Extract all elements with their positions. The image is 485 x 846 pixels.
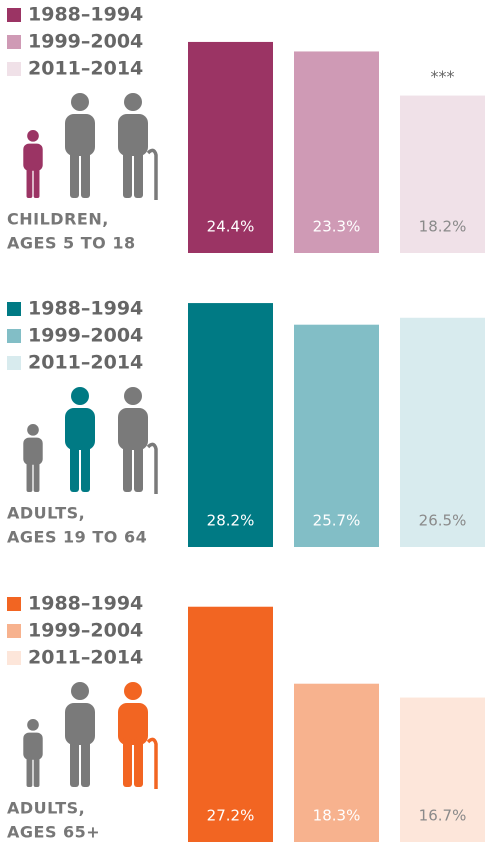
icon-cane	[146, 442, 158, 494]
group-label: ADULTS,	[7, 504, 85, 523]
icon-leg	[134, 148, 143, 198]
legend-swatch	[7, 302, 21, 316]
bar	[294, 324, 379, 547]
icon-body	[118, 703, 148, 745]
legend-label: 1988–1994	[28, 298, 143, 320]
icons	[23, 682, 158, 789]
icon-body	[118, 114, 148, 156]
icon-head	[71, 387, 89, 405]
bar	[188, 41, 273, 253]
legend-swatch	[7, 8, 21, 22]
icon-leg	[26, 754, 33, 787]
legend-swatch	[7, 35, 21, 49]
icon-leg	[81, 442, 90, 492]
bar	[294, 51, 379, 253]
icon-body	[118, 408, 148, 450]
value-label: 16.7%	[419, 807, 467, 825]
icon-head	[124, 682, 142, 700]
legend-label: 2011–2014	[28, 58, 143, 80]
bar	[400, 317, 485, 547]
icon-leg	[70, 737, 79, 787]
panel: 1988–1994 1999–2004 2011–2014 ADULTS, AGES 6…	[7, 593, 485, 842]
group-label: CHILDREN,	[7, 210, 109, 229]
icon-body	[23, 143, 43, 171]
bar	[188, 606, 273, 842]
icon-leg	[134, 442, 143, 492]
icon-head	[27, 719, 39, 731]
panel: 1988–1994 1999–2004 2011–2014 ADULTS, AGES 1…	[7, 298, 485, 547]
value-label: 23.3%	[313, 218, 361, 236]
icon-body	[23, 437, 43, 465]
legend-swatch	[7, 624, 21, 638]
icon-leg	[81, 148, 90, 198]
icon-leg	[26, 459, 33, 492]
icon-head	[71, 93, 89, 111]
icon-cane	[146, 737, 158, 789]
icon-head	[124, 387, 142, 405]
legend-label: 1999–2004	[28, 325, 143, 347]
legend-swatch	[7, 62, 21, 76]
icon-head	[27, 424, 39, 436]
legend-label: 1999–2004	[28, 620, 143, 642]
value-label: 26.5%	[419, 512, 467, 530]
value-label: 18.2%	[419, 218, 467, 236]
legend-swatch	[7, 651, 21, 665]
legend-label: 1988–1994	[28, 593, 143, 615]
icon-head	[71, 682, 89, 700]
icon-leg	[26, 165, 33, 198]
bar	[294, 683, 379, 842]
icon-leg	[81, 737, 90, 787]
value-label: 27.2%	[207, 807, 255, 825]
icons	[23, 93, 158, 200]
icon-body	[65, 408, 95, 450]
value-label: 18.3%	[313, 807, 361, 825]
icon-leg	[70, 442, 79, 492]
legend-label: 1988–1994	[28, 4, 143, 26]
icon-leg	[123, 737, 132, 787]
icon-body	[65, 703, 95, 745]
icon-leg	[134, 737, 143, 787]
value-label: 25.7%	[313, 512, 361, 530]
icon-cane	[146, 148, 158, 200]
icon-head	[27, 130, 39, 142]
icon-leg	[33, 754, 40, 787]
icons	[23, 387, 158, 494]
icon-head	[124, 93, 142, 111]
panel: 1988–1994 1999–2004 2011–2014 CHILDREN, AGES…	[7, 4, 485, 253]
icon-leg	[70, 148, 79, 198]
icon-leg	[123, 148, 132, 198]
bar	[400, 697, 485, 842]
icon-body	[23, 732, 43, 760]
legend-swatch	[7, 356, 21, 370]
group-label: AGES 19 TO 64	[7, 528, 147, 547]
bar	[188, 303, 273, 547]
legend-swatch	[7, 329, 21, 343]
value-label: 28.2%	[207, 512, 255, 530]
annotation: ***	[431, 67, 455, 86]
group-label: ADULTS,	[7, 799, 85, 818]
legend-label: 2011–2014	[28, 647, 143, 669]
group-label: AGES 65+	[7, 823, 100, 842]
legend-swatch	[7, 597, 21, 611]
legend-label: 2011–2014	[28, 352, 143, 374]
legend-label: 1999–2004	[28, 31, 143, 53]
value-label: 24.4%	[207, 218, 255, 236]
icon-leg	[33, 459, 40, 492]
bar	[400, 95, 485, 253]
group-label: AGES 5 TO 18	[7, 234, 136, 253]
icon-leg	[123, 442, 132, 492]
icon-leg	[33, 165, 40, 198]
icon-body	[65, 114, 95, 156]
